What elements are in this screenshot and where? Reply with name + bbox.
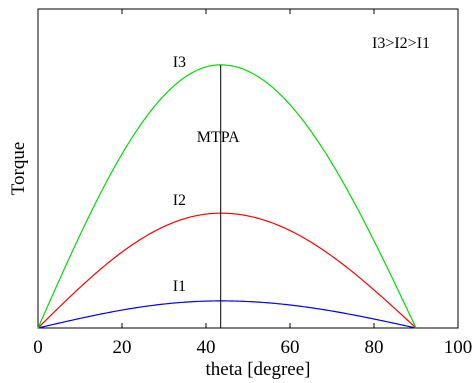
mtpa-label: MTPA	[197, 129, 240, 146]
y-axis-title: Torque	[8, 142, 29, 196]
series-label-i3: I3	[173, 54, 186, 71]
legend-text: I3>I2>I1	[372, 35, 430, 52]
x-tick-label: 40	[197, 337, 216, 358]
x-tick-label: 20	[113, 337, 132, 358]
series-line-i3	[37, 64, 417, 329]
series-label-i1: I1	[173, 278, 186, 295]
series-line-i2	[37, 212, 417, 329]
series-line-i1	[37, 300, 417, 329]
x-tick-label: 0	[33, 337, 43, 358]
x-tick-label: 60	[281, 337, 300, 358]
x-tick-label: 80	[365, 337, 384, 358]
series-label-i2: I2	[173, 192, 186, 209]
x-tick-label: 100	[444, 337, 473, 358]
plot-frame	[37, 8, 459, 329]
x-axis-title: theta [degree]	[206, 359, 311, 380]
